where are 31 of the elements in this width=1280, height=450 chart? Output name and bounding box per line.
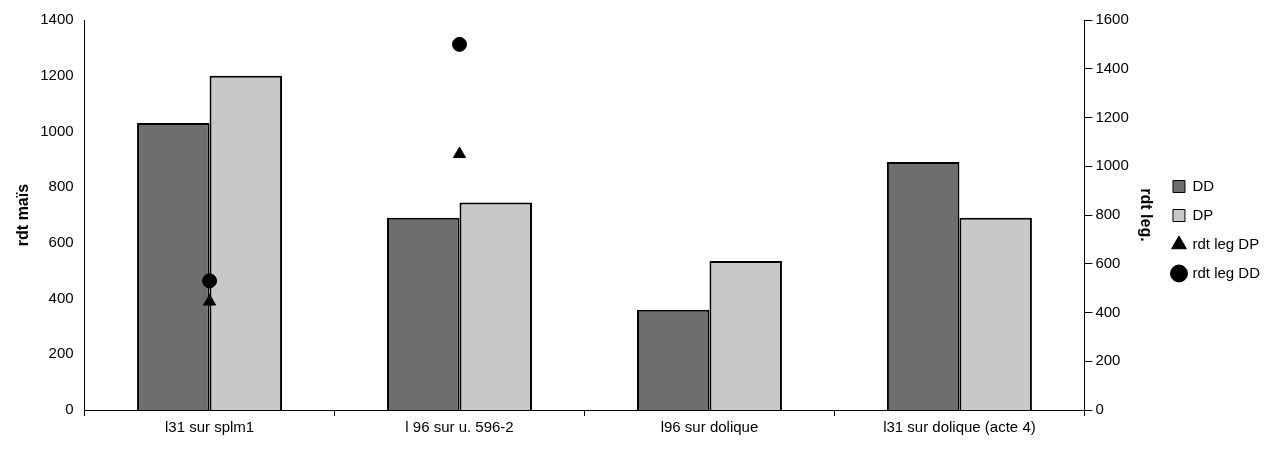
y2-axis-title: rdt leg. bbox=[1137, 188, 1155, 242]
y2-tick-label: 400 bbox=[1095, 302, 1121, 320]
y-tick-label: 800 bbox=[48, 177, 74, 195]
point bbox=[202, 273, 218, 289]
y-tick-label: 1400 bbox=[40, 10, 74, 28]
y-tick-label: 200 bbox=[48, 344, 74, 362]
y-tick-label: 0 bbox=[65, 400, 74, 418]
x-tick-label: l31 sur dolique (acte 4) bbox=[883, 418, 1036, 436]
y2-tick-label: 0 bbox=[1095, 400, 1104, 418]
point bbox=[452, 36, 468, 52]
y2-tick-label: 1400 bbox=[1095, 58, 1129, 76]
point bbox=[452, 146, 467, 159]
point bbox=[202, 294, 217, 306]
y2-tick-label: 200 bbox=[1095, 351, 1121, 369]
y2-tick-label: 1200 bbox=[1095, 107, 1129, 125]
legend-label: rdt leg DD bbox=[1192, 263, 1261, 281]
y-tick-label: 400 bbox=[48, 288, 74, 306]
legend-label: rdt leg DP bbox=[1192, 234, 1260, 252]
y-tick-label: 1000 bbox=[40, 121, 74, 139]
x-tick-label: l 96 sur u. 596-2 bbox=[405, 418, 514, 436]
y2-tick-label: 1600 bbox=[1095, 10, 1129, 28]
legend-label: DP bbox=[1192, 205, 1214, 223]
y2-tick-label: 800 bbox=[1095, 205, 1121, 223]
y2-tick-label: 600 bbox=[1095, 253, 1121, 271]
y2-tick-label: 1000 bbox=[1095, 156, 1129, 174]
y-tick-label: 600 bbox=[48, 233, 74, 250]
x-tick-label: l96 sur dolique bbox=[660, 418, 759, 436]
y-axis-title: rdt maïs bbox=[14, 183, 32, 247]
legend-label: DD bbox=[1192, 176, 1215, 194]
x-tick-label: l31 sur splm1 bbox=[164, 418, 255, 436]
y-tick-label: 1200 bbox=[40, 65, 74, 83]
